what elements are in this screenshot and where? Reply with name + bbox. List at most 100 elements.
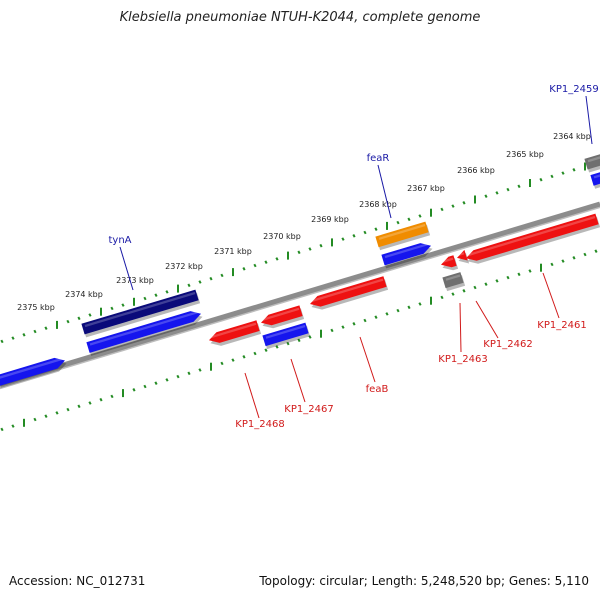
outer-track-minor-tick: [22, 333, 26, 337]
inner-track-minor-tick: [198, 368, 202, 372]
gene-arrow-g2: [81, 289, 201, 338]
label-leader-line: [542, 272, 560, 319]
gene-label: KP1_2459: [549, 84, 598, 95]
inner-track-minor-tick: [572, 256, 576, 260]
outer-track-minor-tick: [187, 283, 191, 288]
gene-highlight: [84, 291, 196, 328]
inner-track-minor-tick: [484, 282, 488, 286]
inner-track-minor-tick: [275, 345, 279, 349]
inner-track-minor-tick: [88, 401, 92, 405]
inner-track-minor-tick: [220, 361, 224, 366]
outer-track-minor-tick: [209, 276, 213, 281]
gene-body: [590, 172, 600, 186]
inner-track-minor-tick: [363, 318, 367, 323]
inner-track-minor-tick: [242, 355, 246, 359]
outer-track-minor-tick: [308, 247, 312, 251]
inner-track-minor-tick: [561, 259, 565, 263]
outer-track-minor-tick: [0, 339, 4, 344]
outer-track-minor-tick: [561, 171, 565, 175]
inner-track-minor-tick: [11, 424, 15, 428]
outer-tick-track: [0, 161, 598, 344]
outer-track-minor-tick: [539, 177, 543, 182]
inner-track-minor-tick: [44, 414, 48, 418]
ruler-label: 2368 kbp: [359, 200, 397, 209]
gene-highlight: [210, 322, 257, 339]
gene-label: tynA: [108, 235, 131, 246]
gene-arrow-g13: [466, 213, 600, 264]
outer-track-minor-tick: [220, 273, 224, 278]
inner-track-minor-tick: [66, 407, 70, 412]
ruler-label: 2371 kbp: [214, 247, 252, 256]
inner-track-minor-tick: [154, 381, 158, 385]
label-leader-line: [244, 372, 260, 419]
outer-track-minor-tick: [264, 260, 268, 264]
outer-track-minor-tick: [396, 220, 400, 225]
gene-highlight: [265, 324, 306, 339]
gene-body: [261, 305, 303, 326]
gene-label: KP1_2468: [235, 419, 284, 430]
gene-body: [584, 154, 600, 170]
label-leader-line: [290, 358, 306, 403]
gene-body: [457, 249, 468, 261]
inner-track-minor-tick: [506, 275, 510, 280]
outer-track-minor-tick: [110, 306, 114, 311]
outer-track-minor-tick: [66, 319, 70, 324]
outer-track-minor-tick: [297, 250, 301, 255]
outer-track-minor-tick: [44, 326, 48, 330]
inner-track-minor-tick: [396, 308, 400, 313]
outer-track-minor-tick: [352, 234, 356, 238]
ruler-label: 2373 kbp: [116, 276, 154, 285]
outer-track-minor-tick: [154, 293, 158, 297]
inner-tick-track: [0, 249, 598, 432]
outer-track-minor-tick: [275, 257, 279, 261]
outer-track-minor-tick: [341, 237, 345, 241]
outer-track-minor-tick: [121, 303, 125, 307]
outer-track-minor-tick: [418, 214, 422, 218]
genome-summary-text: Topology: circular; Length: 5,248,520 bp…: [259, 574, 589, 588]
gene-body: [441, 255, 457, 268]
gene-highlight: [458, 252, 465, 256]
gene-highlight: [445, 274, 461, 281]
gene-highlight: [262, 307, 300, 321]
ruler-labels: 2375 kbp 2374 kbp 2373 kbp 2372 kbp 2371 kbp…: [17, 132, 591, 312]
inner-track-minor-tick: [495, 279, 499, 283]
inner-track-minor-tick: [297, 338, 301, 343]
outer-track-minor-tick: [363, 230, 367, 235]
inner-track-minor-tick: [341, 325, 345, 329]
inner-track-minor-tick: [451, 292, 455, 296]
ruler-label: 2374 kbp: [65, 290, 103, 299]
inner-track-minor-tick: [0, 427, 4, 432]
ruler-label: 2364 kbp: [553, 132, 591, 141]
outer-track-minor-tick: [11, 336, 15, 340]
gene-label: KP1_2467: [284, 404, 333, 415]
ruler-label: 2375 kbp: [17, 303, 55, 312]
label-leader-line: [377, 164, 392, 219]
gene-arrow-g3: [86, 310, 203, 356]
outer-track-minor-tick: [88, 313, 92, 317]
outer-track-minor-tick: [517, 184, 521, 189]
gene-body: [0, 357, 65, 386]
gene-label: KP1_2461: [537, 320, 586, 331]
outer-track-minor-tick: [407, 217, 411, 222]
gene-label: feaB: [366, 384, 389, 395]
outer-track-minor-tick: [143, 296, 147, 301]
ruler-label: 2365 kbp: [506, 150, 544, 159]
gene-arrow-g10: [441, 255, 459, 271]
gene-arrow-g12: [442, 272, 466, 292]
inner-track-minor-tick: [594, 249, 598, 253]
label-leader-line: [475, 300, 499, 339]
inner-track-minor-tick: [165, 378, 169, 382]
label-leader-line: [585, 95, 593, 145]
gene-arrow-g5: [261, 305, 305, 329]
gene-label: feaR: [367, 153, 390, 164]
inner-track-minor-tick: [264, 348, 268, 352]
gene-body: [86, 311, 201, 353]
gene-body: [262, 322, 309, 347]
inner-track-minor-tick: [308, 335, 312, 339]
inner-track-minor-tick: [132, 388, 136, 392]
inner-track-minor-tick: [517, 272, 521, 277]
gene-highlight: [384, 242, 430, 259]
inner-track-minor-tick: [143, 384, 147, 389]
outer-track-minor-tick: [440, 207, 444, 212]
